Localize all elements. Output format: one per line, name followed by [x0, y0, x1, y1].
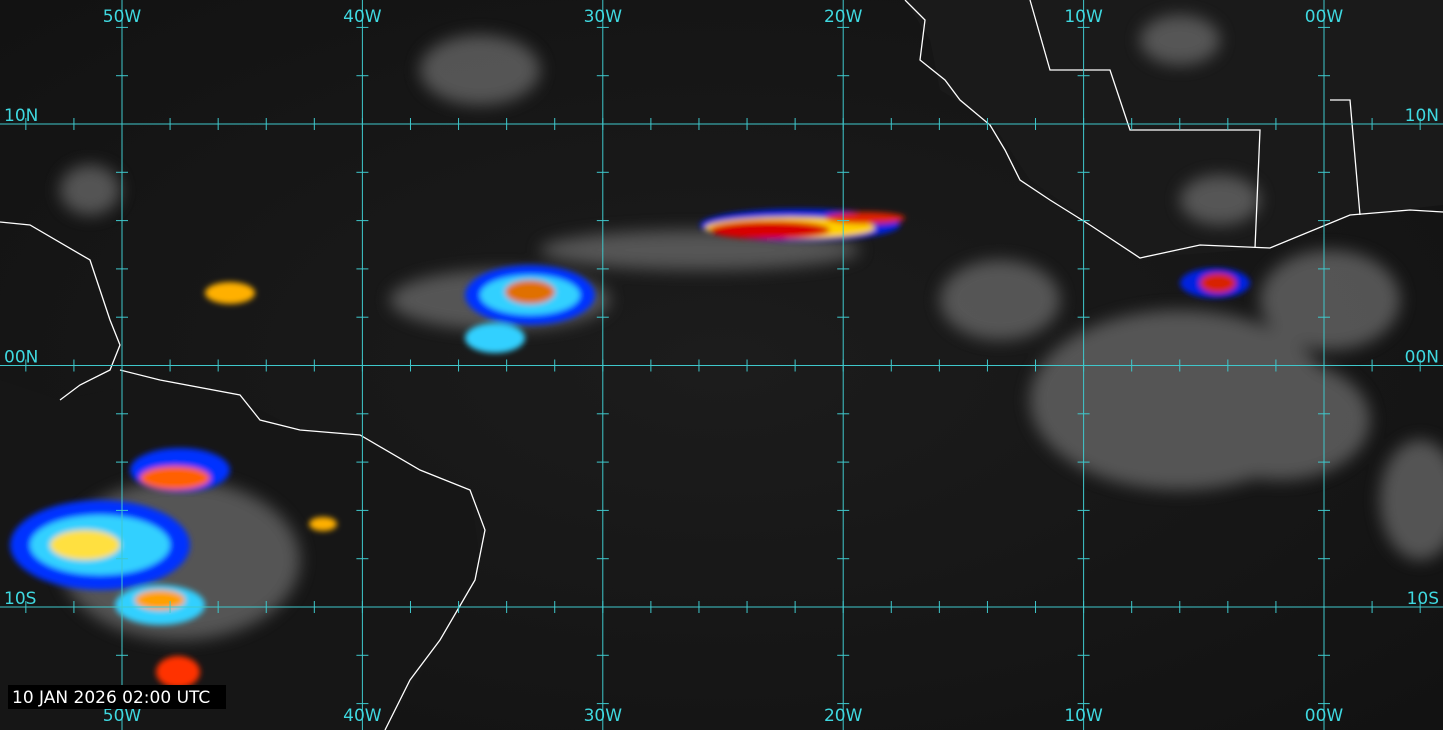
- longitude-label-top: 30W: [584, 7, 623, 27]
- latitude-label-right: 10N: [1405, 106, 1439, 126]
- longitude-label-top: 10W: [1064, 7, 1103, 27]
- latitude-label-right: 10S: [1407, 589, 1439, 609]
- latitude-label-left: 10N: [4, 106, 38, 126]
- latitude-label-left: 10S: [4, 589, 36, 609]
- longitude-label-bottom: 00W: [1305, 706, 1344, 726]
- latitude-label-left: 00N: [4, 348, 38, 368]
- timestamp-background: [8, 685, 226, 709]
- africa-land: [905, 0, 1443, 258]
- timestamp-box: 10 JAN 2026 02:00 UTC: [8, 685, 226, 709]
- longitude-label-top: 40W: [343, 7, 382, 27]
- latitude-label-right: 00N: [1405, 348, 1439, 368]
- longitude-label-bottom: 20W: [824, 706, 863, 726]
- longitude-label-top: 20W: [824, 7, 863, 27]
- convection: [10, 209, 1250, 688]
- timestamp: 10 JAN 2026 02:00 UTC: [12, 688, 210, 708]
- longitude-label-bottom: 30W: [584, 706, 623, 726]
- longitude-label-bottom: 40W: [343, 706, 382, 726]
- longitude-label-bottom: 50W: [103, 706, 142, 726]
- longitude-label-bottom: 10W: [1064, 706, 1103, 726]
- longitude-label-top: 50W: [103, 7, 142, 27]
- longitude-label-top: 00W: [1305, 7, 1344, 27]
